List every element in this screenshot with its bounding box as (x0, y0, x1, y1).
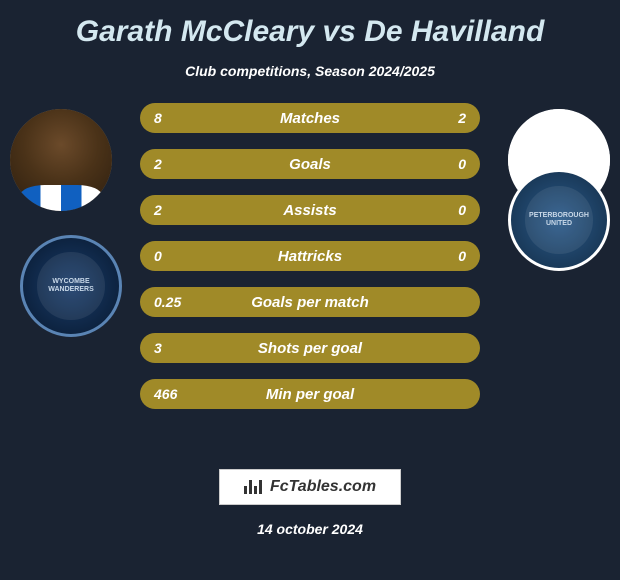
page-title: Garath McCleary vs De Havilland (76, 15, 545, 49)
stat-left-value: 2 (154, 156, 162, 172)
stat-right-value: 0 (458, 248, 466, 264)
stat-label: Hattricks (140, 248, 480, 265)
stat-left-value: 466 (154, 386, 177, 402)
club-badge-left: WYCOMBE WANDERERS (20, 235, 122, 337)
report-date: 14 october 2024 (257, 521, 363, 537)
stat-label: Min per goal (140, 386, 480, 403)
stats-list: 8 Matches 2 2 Goals 0 2 Assists 0 0 Hatt… (140, 103, 480, 409)
club-badge-right: PETERBOROUGH UNITED (508, 169, 610, 271)
bar-chart-icon (244, 480, 262, 494)
stat-right-value: 0 (458, 202, 466, 218)
stat-left-value: 3 (154, 340, 162, 356)
stat-row: 8 Matches 2 (140, 103, 480, 133)
stat-row: 3 Shots per goal (140, 333, 480, 363)
player-photo-left (10, 109, 112, 211)
stat-row: 466 Min per goal (140, 379, 480, 409)
stat-left-value: 0.25 (154, 294, 181, 310)
stat-left-value: 8 (154, 110, 162, 126)
player-face-icon (10, 109, 112, 211)
brand-label: FcTables.com (270, 478, 376, 496)
stat-left-value: 2 (154, 202, 162, 218)
stat-label: Matches (140, 110, 480, 127)
player-jersey-icon (20, 185, 102, 211)
comparison-card: Garath McCleary vs De Havilland Club com… (0, 0, 620, 580)
club-badge-left-label: WYCOMBE WANDERERS (37, 252, 104, 319)
stat-label: Goals per match (140, 294, 480, 311)
stat-left-value: 0 (154, 248, 162, 264)
stat-label: Goals (140, 156, 480, 173)
stat-right-value: 2 (458, 110, 466, 126)
content-area: WYCOMBE WANDERERS PETERBOROUGH UNITED 8 … (10, 109, 610, 449)
stat-right-value: 0 (458, 156, 466, 172)
stat-row: 2 Goals 0 (140, 149, 480, 179)
stat-row: 0 Hattricks 0 (140, 241, 480, 271)
stat-row: 2 Assists 0 (140, 195, 480, 225)
stat-row: 0.25 Goals per match (140, 287, 480, 317)
brand-badge[interactable]: FcTables.com (219, 469, 401, 505)
subtitle: Club competitions, Season 2024/2025 (185, 63, 435, 79)
club-badge-right-label: PETERBOROUGH UNITED (525, 186, 592, 253)
stat-label: Shots per goal (140, 340, 480, 357)
stat-label: Assists (140, 202, 480, 219)
